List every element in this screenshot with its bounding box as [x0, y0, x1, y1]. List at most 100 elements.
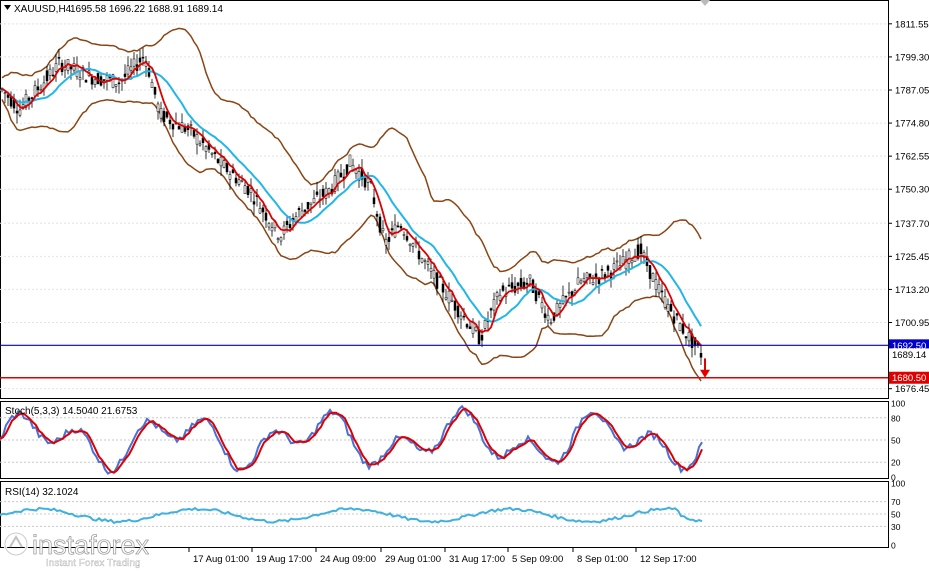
candle-body	[444, 297, 448, 300]
price-tick-label: 1762.55	[895, 152, 929, 163]
rsi-title: RSI(14) 32.1024	[5, 487, 79, 498]
price-tick-label: 1811.55	[895, 19, 929, 30]
candle-body	[309, 202, 313, 205]
candle-body	[435, 272, 439, 289]
candle-body	[465, 324, 469, 328]
candle-body	[288, 224, 292, 229]
candle-body	[177, 125, 181, 130]
bollinger-bands	[1, 27, 702, 382]
candle-body	[450, 299, 454, 302]
symbol-label: XAUUSD,H4	[14, 4, 72, 15]
candle-body	[474, 326, 478, 331]
candle-body	[315, 191, 319, 195]
candle-body	[3, 92, 7, 94]
candle-body	[306, 201, 310, 210]
candle-body	[546, 314, 550, 321]
price-scale[interactable]: 1811.55 1799.30 1787.05 1774.80 1762.55 1750.…	[888, 19, 929, 395]
candle-body	[312, 198, 316, 203]
candle-body	[252, 201, 256, 205]
stoch-main-line	[0, 404, 703, 475]
candle-body	[663, 296, 667, 308]
candle-body	[264, 212, 268, 221]
candle-body	[363, 175, 367, 188]
candle-body	[111, 74, 115, 88]
candle-body	[261, 207, 265, 213]
candle-body	[420, 258, 424, 263]
candle-body	[180, 122, 184, 133]
candle-body	[150, 82, 154, 88]
time-tick-label: 19 Aug 17:00	[256, 554, 312, 565]
candle-body	[666, 304, 670, 312]
candle-body	[219, 156, 223, 167]
red-level-label: 1680.50	[892, 373, 926, 384]
time-axis[interactable]: 17 Aug 01:00 19 Aug 17:00 24 Aug 09:00 29 A…	[188, 548, 697, 565]
price-tick-label: 1750.30	[895, 185, 929, 196]
price-tick-label: 1676.45	[895, 384, 929, 395]
candle-body	[126, 65, 130, 75]
candle-body	[540, 302, 544, 309]
candle-body	[276, 238, 280, 240]
rsi-line	[0, 506, 703, 525]
time-tick-label: 5 Sep 09:00	[512, 554, 563, 565]
candle-body	[684, 336, 688, 339]
candle-body	[243, 185, 247, 194]
candle-body	[183, 127, 187, 132]
candle-body	[381, 228, 385, 232]
time-tick-label: 12 Sep 17:00	[640, 554, 697, 565]
price-panel[interactable]	[0, 0, 889, 399]
price-tick-label: 1799.30	[895, 52, 929, 63]
candle-body	[339, 172, 343, 178]
candle-body	[216, 158, 220, 164]
candle-body	[405, 236, 409, 241]
candle-body	[423, 260, 427, 262]
candle-body	[213, 152, 217, 154]
candle-body	[432, 270, 436, 279]
candle-body	[57, 57, 61, 59]
collapse-triangle-icon[interactable]	[4, 5, 11, 10]
candle-body	[507, 284, 511, 287]
candle-body	[585, 272, 589, 278]
stoch-level-label: 80	[891, 413, 901, 423]
candle-body	[639, 243, 643, 255]
candle-body	[141, 56, 145, 59]
candle-body	[159, 108, 163, 119]
blue-level-tag	[889, 339, 929, 352]
candle-body	[246, 186, 250, 195]
candle-body	[537, 291, 541, 295]
candle-body	[168, 119, 172, 125]
shift-marker-icon[interactable]	[700, 0, 710, 6]
candle-body	[648, 265, 652, 279]
candle-body	[297, 208, 301, 210]
candle-body	[489, 308, 493, 311]
candle-body	[69, 66, 73, 70]
blue-level-label: 1692.50	[892, 341, 926, 352]
candle-body	[408, 243, 412, 246]
stoch-level-label: 100	[891, 399, 905, 409]
candle-body	[555, 303, 559, 315]
candle-body	[561, 295, 565, 304]
time-tick-label: 29 Aug 01:00	[385, 554, 441, 565]
candle-body	[324, 187, 328, 199]
candle-body	[459, 315, 463, 320]
candle-body	[441, 283, 445, 293]
watermark-brand: instaforex	[32, 530, 150, 560]
stochastic-title: Stoch(5,3,3) 14.5040 21.6753	[5, 406, 138, 417]
candle-body	[18, 109, 22, 116]
candle-body	[117, 82, 121, 85]
moving-averages	[1, 61, 702, 347]
candle-body	[417, 250, 421, 260]
candle-body	[171, 123, 175, 130]
candle-body	[114, 84, 118, 87]
candle-body	[84, 79, 88, 83]
candle-body	[636, 244, 640, 259]
candle-body	[39, 89, 43, 92]
candle-body	[438, 276, 442, 278]
candle-body	[234, 177, 238, 184]
candle-body	[192, 129, 196, 137]
candle-body	[354, 169, 358, 174]
candle-body	[303, 209, 307, 212]
candle-body	[657, 284, 661, 294]
candle-body	[615, 260, 619, 263]
candle-body	[270, 227, 274, 232]
